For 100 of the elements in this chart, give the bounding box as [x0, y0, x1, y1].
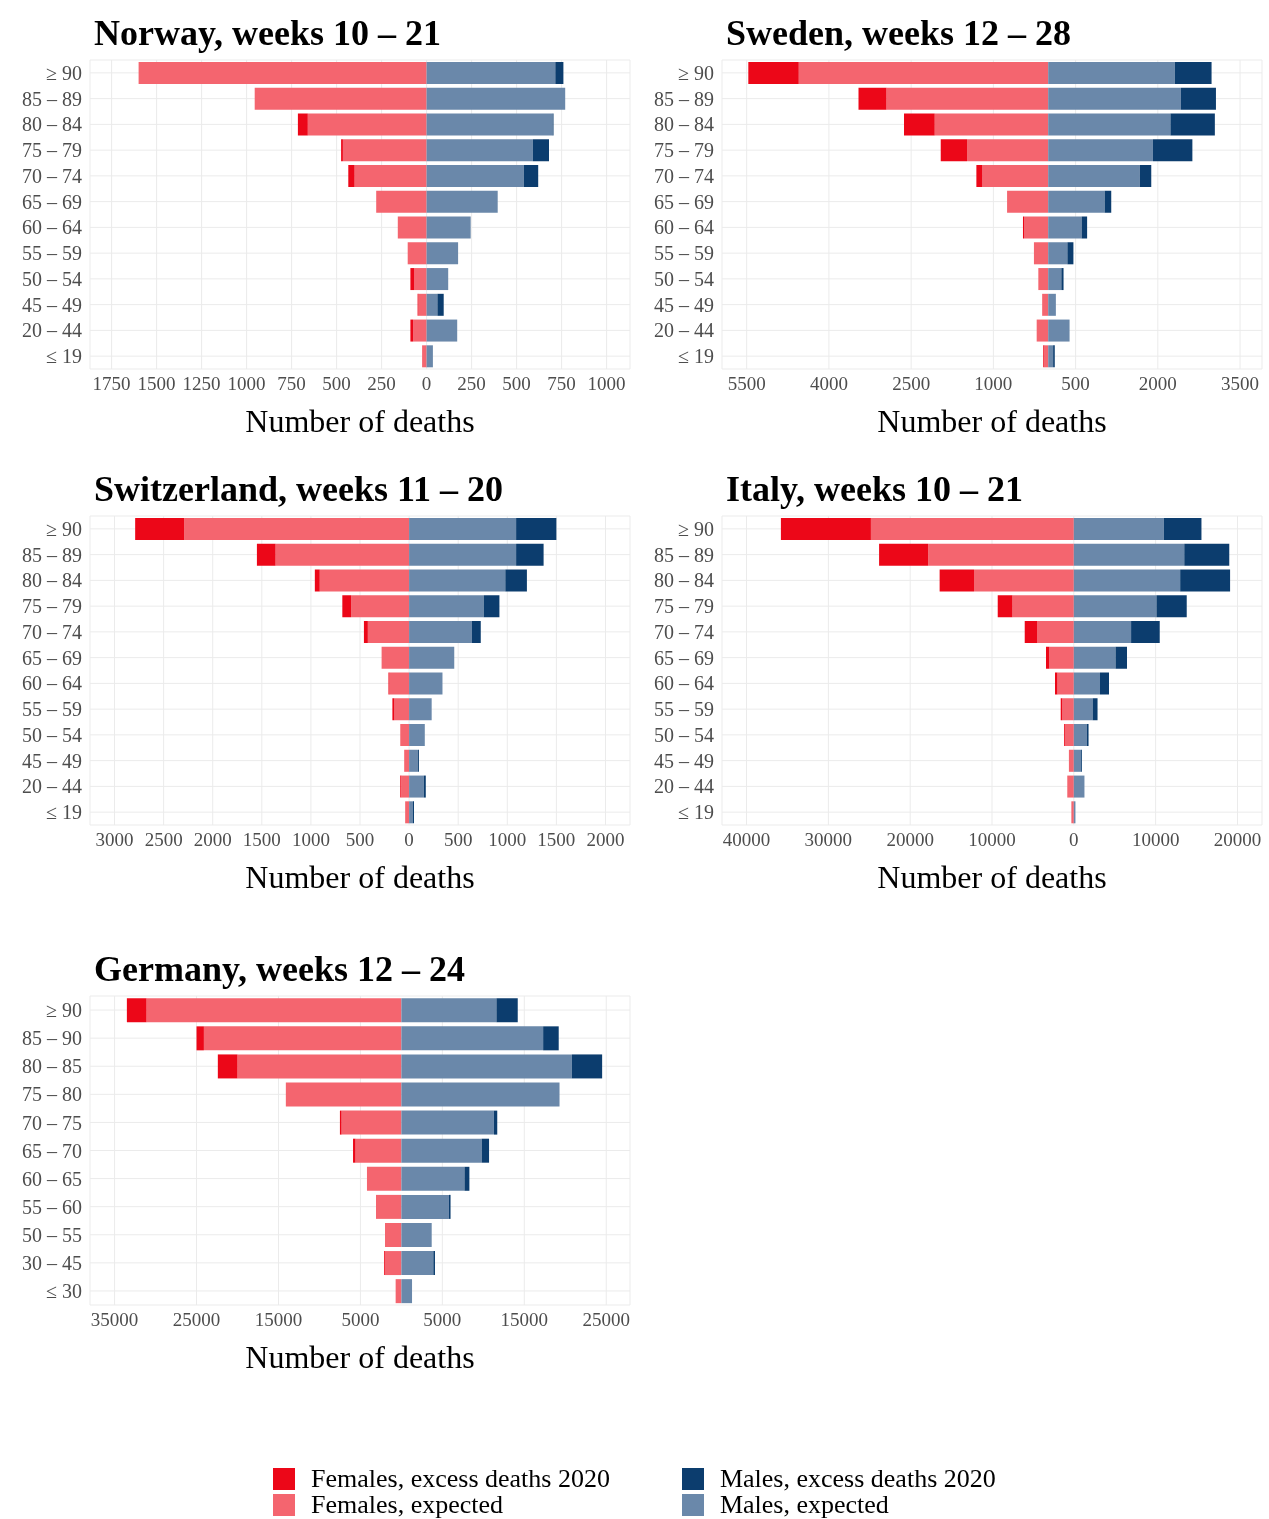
x-tick-label: 1000: [488, 829, 527, 851]
bar: [1048, 242, 1068, 265]
y-tick-label: 70 – 74: [654, 164, 714, 187]
bar: [341, 1110, 402, 1135]
y-tick-label: 75 – 79: [22, 139, 82, 162]
y-tick-label: 75 – 79: [22, 595, 82, 618]
bar: [404, 749, 410, 772]
x-tick-label: 35000: [90, 1309, 139, 1331]
bar: [516, 543, 544, 566]
y-tick-label: 45 – 49: [22, 749, 82, 772]
bar: [409, 646, 455, 669]
x-tick-label: 500: [502, 373, 531, 395]
bar: [997, 595, 1013, 618]
x-axis-title: Number of deaths: [244, 859, 476, 895]
bar: [1067, 242, 1074, 265]
x-tick-label: 4000: [809, 373, 848, 395]
bar: [307, 113, 427, 136]
bar: [381, 646, 410, 669]
x-tick-label: 500: [1061, 373, 1090, 395]
bar: [146, 998, 402, 1023]
y-tick-label: 60 – 65: [22, 1167, 82, 1190]
bar: [418, 293, 427, 316]
bar: [496, 998, 518, 1023]
bar: [401, 1110, 494, 1135]
y-tick-label: 75 – 79: [654, 139, 714, 162]
bar: [409, 543, 517, 566]
bar: [1131, 621, 1160, 644]
y-tick-label: 85 – 89: [22, 87, 82, 110]
bar: [1073, 543, 1185, 566]
bar: [471, 621, 481, 644]
bar: [426, 139, 533, 162]
bar: [886, 87, 1049, 110]
x-tick-label: 1000: [974, 373, 1013, 395]
bar: [217, 1054, 238, 1079]
bar: [1073, 518, 1164, 541]
bar: [1048, 319, 1070, 342]
bar: [1073, 749, 1082, 772]
bar: [426, 165, 524, 188]
bar: [1073, 646, 1116, 669]
y-tick-label: ≤ 19: [678, 801, 714, 824]
y-tick-label: 70 – 75: [22, 1111, 82, 1134]
bar: [1184, 543, 1230, 566]
bar: [1061, 268, 1064, 291]
x-tick-label: 40000: [722, 829, 771, 851]
x-tick-label: 5000: [341, 1309, 380, 1331]
bar: [409, 775, 424, 798]
bar: [401, 1166, 465, 1191]
bar: [1048, 293, 1056, 316]
y-tick-label: 65 – 69: [654, 646, 714, 669]
y-tick-label: 85 – 90: [22, 1027, 82, 1050]
bar: [1048, 190, 1105, 213]
y-tick-label: 60 – 64: [654, 216, 714, 239]
bar: [1062, 698, 1074, 721]
x-tick-label: 500: [443, 829, 473, 851]
x-tick-label: 1000: [587, 373, 626, 395]
bar: [401, 1082, 560, 1107]
bar: [1036, 319, 1049, 342]
chart-title: Germany, weeks 12 – 24: [94, 948, 466, 991]
bar: [256, 543, 276, 566]
bar: [1048, 165, 1140, 188]
bar: [389, 672, 410, 695]
x-tick-label: 750: [547, 373, 576, 395]
bar: [1180, 87, 1216, 110]
bar: [879, 543, 929, 566]
y-tick-label: 55 – 60: [22, 1195, 82, 1218]
chart-title: Sweden, weeks 12 – 28: [726, 12, 1072, 55]
bar: [1048, 87, 1181, 110]
bar: [410, 319, 414, 342]
y-tick-label: 60 – 64: [22, 216, 82, 239]
bar: [409, 749, 418, 772]
bar: [422, 345, 427, 368]
bar: [203, 1026, 402, 1051]
bar: [1170, 113, 1215, 136]
bar: [285, 1082, 402, 1107]
bar: [237, 1054, 402, 1079]
x-tick-label: 20000: [1213, 829, 1262, 851]
y-tick-label: 80 – 85: [22, 1055, 82, 1078]
bar: [798, 62, 1049, 85]
bar: [348, 165, 355, 188]
y-tick-label: 70 – 74: [22, 164, 82, 187]
bar: [401, 1251, 434, 1276]
y-tick-label: ≤ 19: [46, 345, 82, 368]
bar: [1048, 216, 1082, 239]
bar: [976, 165, 983, 188]
y-tick-label: 20 – 44: [654, 775, 714, 798]
y-tick-label: 60 – 64: [22, 672, 82, 695]
y-tick-label: 65 – 69: [22, 646, 82, 669]
bar: [1073, 672, 1100, 695]
y-tick-label: 80 – 84: [654, 569, 714, 592]
y-tick-label: 50 – 54: [654, 267, 714, 290]
bar: [1033, 242, 1049, 265]
x-axis-title: Number of deaths: [244, 1339, 476, 1375]
y-tick-label: ≥ 90: [46, 61, 82, 84]
x-tick-label: 750: [277, 373, 306, 395]
y-tick-label: 80 – 84: [654, 113, 714, 136]
y-tick-label: 70 – 74: [22, 620, 82, 643]
bar: [401, 1222, 432, 1247]
bar: [437, 293, 444, 316]
bar: [1037, 621, 1074, 644]
y-tick-label: 20 – 44: [22, 775, 82, 798]
